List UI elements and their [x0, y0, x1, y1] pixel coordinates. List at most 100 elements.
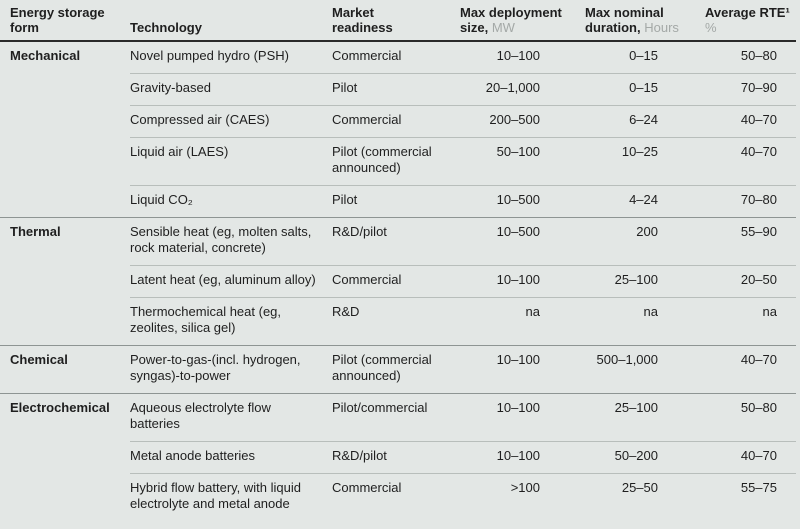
table-body: Mechanical Novel pumped hydro (PSH) Commer… — [0, 42, 796, 521]
technology-cell: Thermochemical heat (eg, zeolites, silic… — [130, 304, 282, 335]
readiness-cell: Pilot (commercial announced) — [332, 352, 432, 383]
duration-cell: 25–50 — [621, 480, 658, 495]
table-header-row: Energy storage form Technology Market re… — [0, 0, 796, 42]
readiness-cell: Pilot — [332, 80, 358, 95]
rte-cell: 55–75 — [740, 480, 777, 495]
table-row: Thermochemical heat (eg, zeolites, silic… — [0, 298, 796, 345]
table-row: Hybrid flow battery, with liquid electro… — [0, 474, 796, 521]
readiness-cell: R&D/pilot — [332, 448, 387, 463]
column-header-label: Energy storage form — [10, 5, 105, 35]
form-cell: Chemical — [10, 352, 68, 367]
rte-cell: na — [762, 304, 777, 319]
column-header-label: Market readiness — [332, 5, 393, 35]
row-divider — [130, 185, 796, 186]
deployment-size-cell: 10–100 — [496, 352, 540, 367]
duration-cell: 0–15 — [629, 80, 658, 95]
readiness-cell: Commercial — [332, 272, 402, 287]
technology-cell: Metal anode batteries — [130, 448, 256, 463]
duration-cell: 200 — [636, 224, 658, 239]
rte-cell: 70–80 — [740, 192, 777, 207]
duration-cell: 50–200 — [614, 448, 658, 463]
deployment-size-cell: 50–100 — [496, 144, 540, 159]
table-row: Compressed air (CAES) Commercial 200–500 6–… — [0, 106, 796, 137]
technology-cell: Gravity-based — [130, 80, 211, 95]
table-row: Mechanical Novel pumped hydro (PSH) Commer… — [0, 42, 796, 73]
duration-cell: 0–15 — [629, 48, 658, 63]
energy-storage-table: Energy storage form Technology Market re… — [0, 0, 796, 521]
table-row: Liquid CO₂ Pilot 10–500 4–24 70–80 — [0, 186, 796, 217]
deployment-size-cell: na — [525, 304, 540, 319]
table-row: Electrochemical Aqueous electrolyte flow … — [0, 394, 796, 441]
rte-cell: 40–70 — [740, 352, 777, 367]
form-cell: Mechanical — [10, 48, 81, 63]
deployment-size-cell: >100 — [510, 480, 540, 495]
table-group: Chemical Power-to-gas-(incl. hydrogen, sy… — [0, 345, 796, 393]
table-group: Electrochemical Aqueous electrolyte flow … — [0, 393, 796, 521]
row-divider — [130, 73, 796, 74]
technology-cell: Novel pumped hydro (PSH) — [130, 48, 289, 63]
duration-cell: 6–24 — [629, 112, 658, 127]
deployment-size-cell: 10–500 — [496, 224, 540, 239]
readiness-cell: Commercial — [332, 480, 402, 495]
row-divider — [130, 137, 796, 138]
table-row: Latent heat (eg, aluminum alloy) Commerci… — [0, 266, 796, 297]
column-header-label: Technology — [130, 20, 202, 35]
column-header-energy-storage-form: Energy storage form — [0, 5, 130, 35]
rte-cell: 70–90 — [740, 80, 777, 95]
table-row: Metal anode batteries R&D/pilot 10–100 50–2… — [0, 442, 796, 473]
deployment-size-cell: 20–1,000 — [485, 80, 540, 95]
column-header-average-rte: Average RTE¹ % — [695, 5, 790, 35]
technology-cell: Liquid CO₂ — [130, 192, 193, 207]
duration-cell: 10–25 — [621, 144, 658, 159]
deployment-size-cell: 200–500 — [489, 112, 540, 127]
deployment-size-cell: 10–100 — [496, 448, 540, 463]
readiness-cell: Pilot — [332, 192, 358, 207]
deployment-size-cell: 10–500 — [496, 192, 540, 207]
column-header-label: Average RTE¹ — [705, 5, 790, 20]
column-header-max-nominal-duration: Max nominal duration, Hours — [575, 5, 695, 35]
table-row: Thermal Sensible heat (eg, molten salts, … — [0, 218, 796, 265]
form-cell: Thermal — [10, 224, 61, 239]
rte-cell: 50–80 — [740, 400, 777, 415]
rte-cell: 40–70 — [740, 144, 777, 159]
technology-cell: Latent heat (eg, aluminum alloy) — [130, 272, 316, 287]
duration-cell: 500–1,000 — [596, 352, 658, 367]
technology-cell: Liquid air (LAES) — [130, 144, 229, 159]
rte-cell: 40–70 — [740, 448, 777, 463]
row-divider — [130, 265, 796, 266]
technology-cell: Compressed air (CAES) — [130, 112, 270, 127]
table-group: Thermal Sensible heat (eg, molten salts, … — [0, 217, 796, 345]
table-row: Chemical Power-to-gas-(incl. hydrogen, sy… — [0, 346, 796, 393]
column-header-unit: % — [705, 20, 717, 35]
column-header-label: Max deployment size, — [460, 5, 562, 35]
technology-cell: Aqueous electrolyte flow batteries — [130, 400, 271, 431]
duration-cell: 25–100 — [614, 272, 658, 287]
duration-cell: 4–24 — [629, 192, 658, 207]
rte-cell: 20–50 — [740, 272, 777, 287]
table-row: Liquid air (LAES) Pilot (commercial annou… — [0, 138, 796, 185]
readiness-cell: R&D/pilot — [332, 224, 387, 239]
table-group: Mechanical Novel pumped hydro (PSH) Commer… — [0, 42, 796, 217]
readiness-cell: Pilot (commercial announced) — [332, 144, 432, 175]
column-header-unit: Hours — [644, 20, 679, 35]
duration-cell: 25–100 — [614, 400, 658, 415]
duration-cell: na — [643, 304, 658, 319]
table-row: Gravity-based Pilot 20–1,000 0–15 70–90 — [0, 74, 796, 105]
row-divider — [130, 105, 796, 106]
deployment-size-cell: 10–100 — [496, 400, 540, 415]
deployment-size-cell: 10–100 — [496, 272, 540, 287]
rte-cell: 55–90 — [740, 224, 777, 239]
column-header-unit: MW — [491, 20, 515, 35]
readiness-cell: Pilot/commercial — [332, 400, 428, 415]
readiness-cell: Commercial — [332, 48, 402, 63]
column-header-max-deployment-size: Max deployment size, MW — [450, 5, 575, 35]
rte-cell: 40–70 — [740, 112, 777, 127]
deployment-size-cell: 10–100 — [496, 48, 540, 63]
column-header-label: Max nominal duration, — [585, 5, 664, 35]
readiness-cell: Commercial — [332, 112, 402, 127]
rte-cell: 50–80 — [740, 48, 777, 63]
readiness-cell: R&D — [332, 304, 360, 319]
technology-cell: Power-to-gas-(incl. hydrogen, syngas)-to… — [130, 352, 301, 383]
row-divider — [130, 473, 796, 474]
row-divider — [130, 441, 796, 442]
